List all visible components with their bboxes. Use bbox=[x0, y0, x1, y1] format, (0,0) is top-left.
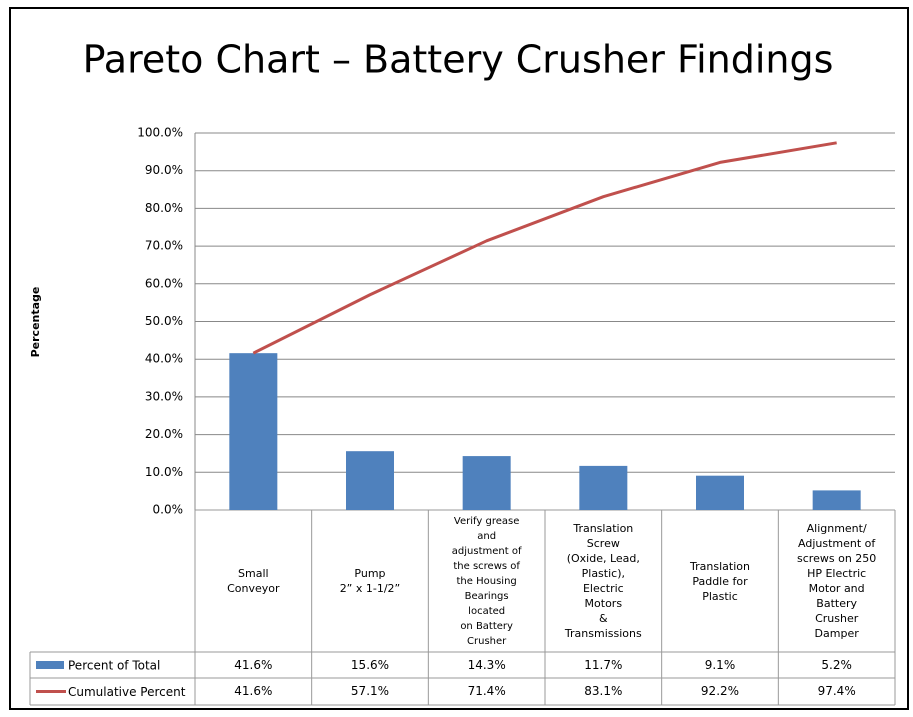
y-axis-label: Percentage bbox=[29, 287, 42, 358]
frame bbox=[9, 7, 909, 710]
table-value: 15.6% bbox=[350, 657, 390, 672]
y-tick-label: 50.0% bbox=[145, 314, 183, 328]
bar bbox=[696, 475, 744, 510]
table-value: 71.4% bbox=[467, 684, 506, 698]
table-value: 57.1% bbox=[350, 684, 390, 698]
y-tick-label: 90.0% bbox=[145, 163, 183, 177]
y-tick-label: 30.0% bbox=[145, 389, 183, 403]
y-tick-label: 10.0% bbox=[145, 465, 183, 479]
legend-key bbox=[36, 661, 64, 669]
bar bbox=[812, 490, 861, 510]
category-label: Translation Paddle for Plastic bbox=[690, 559, 750, 603]
category-label: Small Conveyor bbox=[227, 567, 280, 595]
table-value: 9.1% bbox=[704, 657, 736, 672]
y-tick-label: 100.0% bbox=[137, 126, 183, 140]
table-value: 14.3% bbox=[467, 657, 506, 672]
cumulative-line bbox=[252, 141, 837, 355]
table-value: 97.4% bbox=[817, 684, 856, 698]
table-value: 5.2% bbox=[821, 657, 852, 672]
y-tick-label: 70.0% bbox=[145, 239, 183, 253]
table-value: 11.7% bbox=[584, 657, 623, 672]
bar bbox=[346, 451, 394, 510]
table-value: 41.6% bbox=[234, 684, 273, 698]
category-label: Translation Screw (Oxide, Lead, Plastic)… bbox=[564, 522, 642, 640]
y-tick-label: 60.0% bbox=[145, 276, 183, 290]
y-tick-label: 40.0% bbox=[145, 352, 183, 366]
chart-title: Pareto Chart – Battery Crusher Findings bbox=[83, 38, 834, 82]
y-tick-label: 80.0% bbox=[145, 201, 183, 215]
category-label: Alignment/ Adjustment of screws on 250 H… bbox=[797, 522, 877, 640]
table-value: 92.2% bbox=[700, 684, 740, 698]
y-tick-label: 20.0% bbox=[145, 427, 183, 441]
category-label: Pump 2” x 1-1/2” bbox=[339, 567, 401, 595]
legend-label: Cumulative Percent bbox=[68, 685, 186, 699]
category-label: Verify grease and adjustment of the scre… bbox=[451, 515, 522, 647]
table-value: 83.1% bbox=[584, 684, 623, 698]
bar bbox=[229, 353, 278, 510]
bar bbox=[579, 465, 628, 510]
bar bbox=[462, 456, 511, 510]
legend-label: Percent of Total bbox=[68, 659, 160, 673]
table-value: 41.6% bbox=[234, 657, 273, 672]
y-tick-label: 0.0% bbox=[153, 503, 184, 517]
